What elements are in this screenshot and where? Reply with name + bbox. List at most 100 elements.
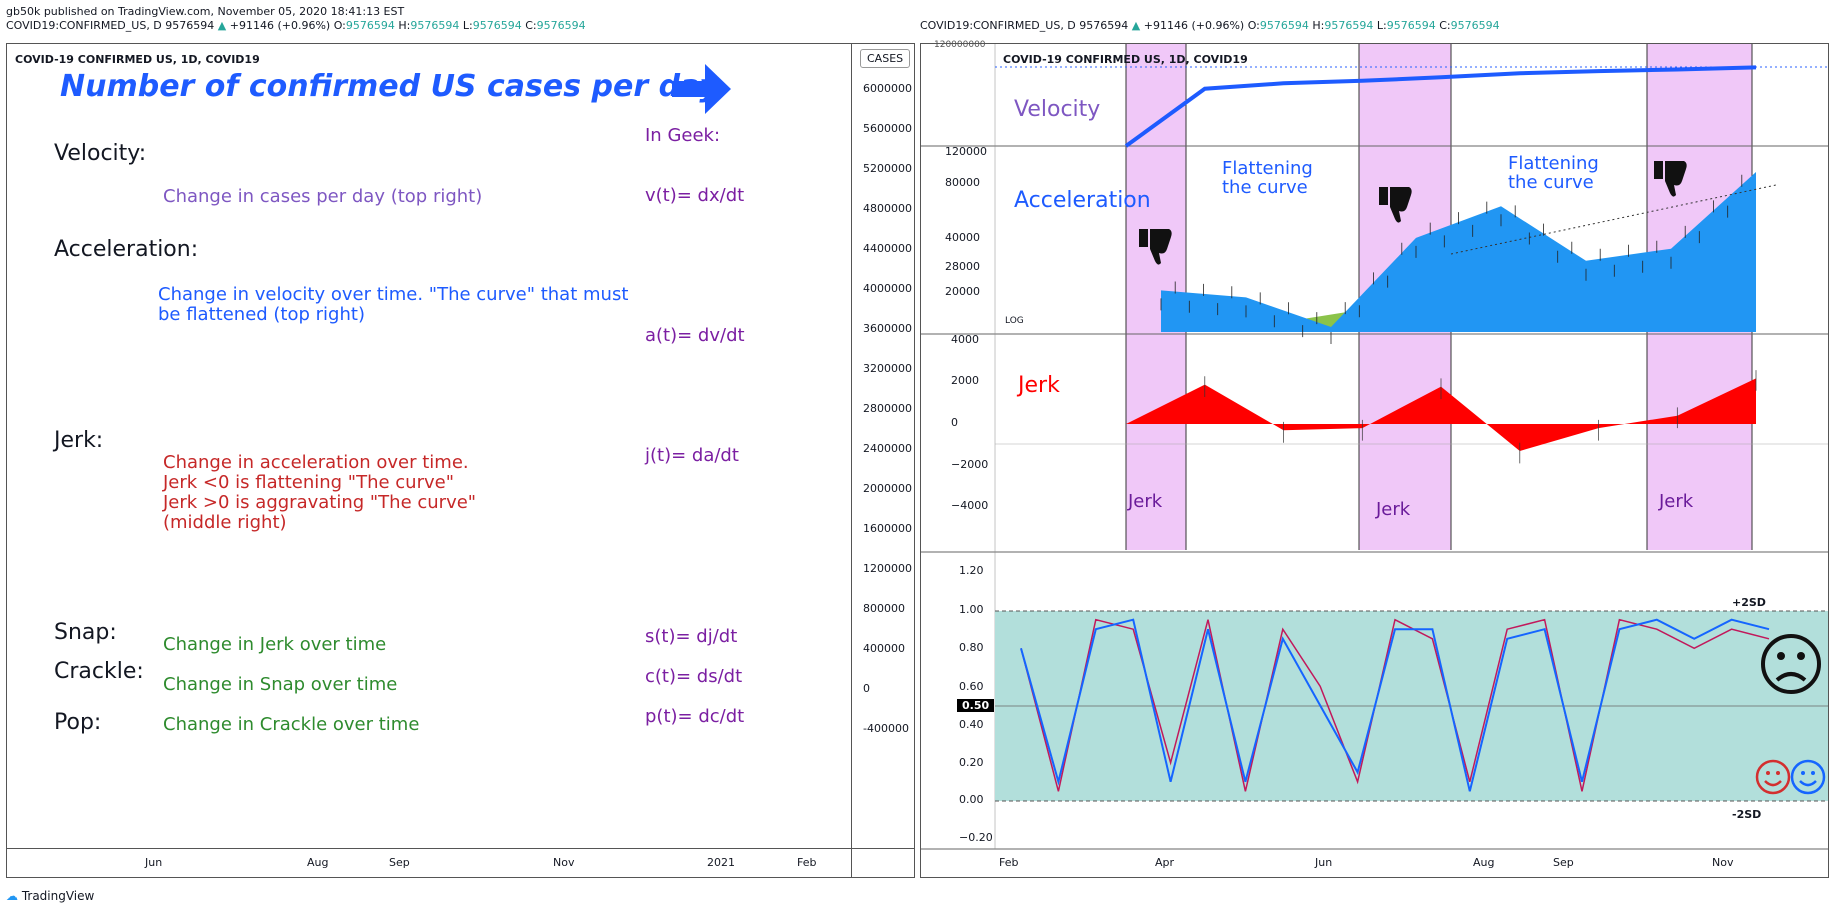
- osc-y-tick-label: 0.00: [959, 793, 984, 806]
- osc-y-tick-label: 0.80: [959, 641, 984, 654]
- jerk-y-tick-label: 4000: [951, 333, 979, 346]
- minus-2sd-label: -2SD: [1732, 808, 1762, 821]
- crackle-formula: c(t)= ds/dt: [645, 666, 743, 687]
- x-tick-label: Jun: [1315, 856, 1333, 869]
- x-tick-label: 2021: [707, 856, 735, 869]
- change: +91146 (+0.96%): [1143, 19, 1245, 32]
- flattening-note-1-line-1: Flattening: [1222, 158, 1313, 179]
- left-symbol-line: COVID19:CONFIRMED_US, D 9576594 ▲ +91146…: [6, 19, 586, 32]
- flattening-note-1: Flattening the curve: [1222, 159, 1313, 197]
- brand-name: TradingView: [21, 889, 95, 903]
- jerk-band-label-3: Jerk: [1659, 491, 1694, 512]
- high-label: H:: [1312, 19, 1325, 32]
- left-chart-panel[interactable]: COVID-19 CONFIRMED US, 1D, COVID19 Numbe…: [6, 43, 915, 878]
- crackle-heading: Crackle:: [54, 659, 144, 684]
- x-tick-label: Feb: [999, 856, 1019, 869]
- jerk-band-label-2: Jerk: [1376, 499, 1411, 520]
- y-tick-label: 2800000: [863, 402, 912, 415]
- x-tick-label: Sep: [1553, 856, 1574, 869]
- snap-heading: Snap:: [54, 620, 117, 645]
- x-tick-label: Nov: [553, 856, 575, 869]
- flattening-note-1-line-2: the curve: [1222, 177, 1308, 198]
- y-tick-label: -400000: [863, 722, 909, 735]
- velocity-label: Velocity: [1014, 97, 1101, 122]
- high-label: H:: [398, 19, 411, 32]
- symbol: COVID19:CONFIRMED_US, D: [920, 19, 1076, 32]
- y-tick-label: 3200000: [863, 362, 912, 375]
- plus-2sd-label: +2SD: [1732, 596, 1766, 609]
- y-tick-label: 3600000: [863, 322, 912, 335]
- thumbs-down-icon: [1379, 187, 1412, 223]
- jerk-heading: Jerk:: [54, 428, 104, 453]
- arrow-right-icon: [672, 64, 731, 114]
- chart-title: COVID-19 CONFIRMED US, 1D, COVID19: [1003, 53, 1248, 66]
- accel-y-tick-label: 20000: [945, 285, 980, 298]
- jerk-band-label-1: Jerk: [1128, 491, 1163, 512]
- high-value: 9576594: [410, 19, 460, 32]
- jerk-area: [1126, 378, 1756, 451]
- high-value: 9576594: [1324, 19, 1374, 32]
- velocity-series-line: [1124, 65, 1757, 148]
- thumbs-down-icon: [1139, 229, 1172, 265]
- y-tick-label: 800000: [863, 602, 905, 615]
- jerk-text-2: Jerk <0 is flattening "The curve": [163, 472, 454, 493]
- y-tick-label: 1200000: [863, 562, 912, 575]
- y-tick-label: 5600000: [863, 122, 912, 135]
- up-triangle-icon: ▲: [217, 19, 227, 32]
- last-price: 9576594: [1079, 19, 1129, 32]
- close-value: 9576594: [536, 19, 586, 32]
- acceleration-area: [1161, 172, 1756, 332]
- osc-y-tick-label: 0.20: [959, 756, 984, 769]
- x-tick-label: Nov: [1712, 856, 1734, 869]
- flattening-note-2-line-1: Flattening: [1508, 153, 1599, 174]
- x-tick-label: Aug: [307, 856, 329, 869]
- thumbs-down-icon: [1654, 161, 1687, 197]
- jerk-y-tick-label: −2000: [951, 458, 989, 471]
- x-tick-label: Jun: [145, 856, 163, 869]
- footer-brand[interactable]: ☁ TradingView: [6, 889, 94, 903]
- jerk-label: Jerk: [1018, 373, 1060, 398]
- y-tick-label: 1600000: [863, 522, 912, 535]
- y-tick-label: 400000: [863, 642, 905, 655]
- y-tick-label: 4000000: [863, 282, 912, 295]
- pop-heading: Pop:: [54, 710, 102, 735]
- accel-y-tick-label: 40000: [945, 231, 980, 244]
- y-tick-label: 2400000: [863, 442, 912, 455]
- osc-y-tick-label: 1.20: [959, 564, 984, 577]
- osc-y-tick-label: 0.60: [959, 680, 984, 693]
- pop-text: Change in Crackle over time: [163, 714, 420, 735]
- change: +91146 (+0.96%): [229, 19, 331, 32]
- y-tick-label: 4800000: [863, 202, 912, 215]
- cases-badge[interactable]: CASES: [860, 49, 911, 68]
- acceleration-label: Acceleration: [1014, 188, 1151, 213]
- jerk-text-4: (middle right): [163, 512, 287, 533]
- y-axis-divider: [851, 44, 852, 877]
- y-tick-label: 4400000: [863, 242, 912, 255]
- right-symbol-line: COVID19:CONFIRMED_US, D 9576594 ▲ +91146…: [920, 19, 1500, 32]
- snap-formula: s(t)= dj/dt: [645, 626, 738, 647]
- x-tick-label: Sep: [389, 856, 410, 869]
- low-label: L:: [462, 19, 473, 32]
- osc-y-tick-label: 0.40: [959, 718, 984, 731]
- close-value: 9576594: [1450, 19, 1500, 32]
- velocity-formula: v(t)= dx/dt: [645, 185, 745, 206]
- tradingview-logo-icon: ☁: [6, 889, 18, 903]
- close-label: C:: [525, 19, 537, 32]
- open-label: O:: [1247, 19, 1260, 32]
- log-scale-label[interactable]: LOG: [1005, 316, 1024, 326]
- snap-text: Change in Jerk over time: [163, 634, 387, 655]
- pop-formula: p(t)= dc/dt: [645, 706, 745, 727]
- jerk-formula: j(t)= da/dt: [645, 445, 739, 466]
- y-tick-label: 0: [863, 682, 870, 695]
- velocity-text: Change in cases per day (top right): [163, 186, 483, 207]
- flattening-note-2-line-2: the curve: [1508, 172, 1594, 193]
- right-chart-panel[interactable]: COVID-19 CONFIRMED US, 1D, COVID19 12000…: [920, 40, 1829, 878]
- flattening-note-2: Flattening the curve: [1508, 154, 1599, 192]
- low-value: 9576594: [472, 19, 522, 32]
- close-label: C:: [1439, 19, 1451, 32]
- x-tick-label: Aug: [1473, 856, 1495, 869]
- acceleration-heading: Acceleration:: [54, 237, 199, 262]
- jerk-y-tick-label: −4000: [951, 499, 989, 512]
- crackle-text: Change in Snap over time: [163, 674, 398, 695]
- x-tick-label: Apr: [1155, 856, 1175, 869]
